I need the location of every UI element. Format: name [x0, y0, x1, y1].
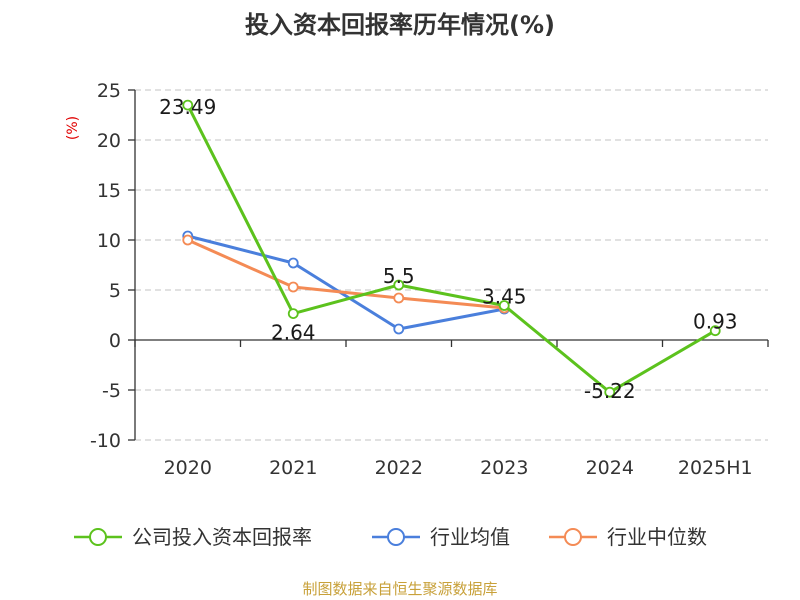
data-point: [287, 257, 299, 269]
x-tick-label-2021: 2021: [269, 457, 317, 479]
data-point: [182, 99, 194, 111]
data-point: [287, 281, 299, 293]
data-label-2021: 2.64: [271, 321, 316, 345]
series-line-0: [186, 103, 717, 394]
data-point: [393, 323, 405, 335]
y-tick-label: 25: [97, 80, 121, 102]
source-note: 制图数据来自恒生聚源数据库: [302, 580, 497, 598]
x-tick-label-2023: 2023: [480, 457, 528, 479]
legend-label: 行业中位数: [607, 525, 707, 549]
legend: 公司投入资本回报率 行业均值 行业中位数: [74, 525, 707, 549]
y-axis-unit-label: (%): [65, 116, 81, 140]
series-lines: [182, 99, 721, 398]
y-tick-label: 5: [109, 280, 121, 302]
data-labels: 23.49 2.64 5.5 3.45 -5.22 0.93: [159, 95, 737, 403]
data-point: [182, 234, 194, 246]
legend-marker: [564, 528, 582, 546]
axes: 25 20 15 10 5 0 -5 -10 2020 2021 2022 2023 2024 2025H…: [90, 80, 769, 479]
chart-title: 投入资本回报率历年情况(%): [245, 11, 555, 39]
data-label-2023: 3.45: [482, 285, 527, 309]
x-tick-label-2022: 2022: [375, 457, 423, 479]
y-tick-label: 10: [97, 230, 121, 252]
legend-label: 公司投入资本回报率: [132, 525, 312, 549]
y-tick-label: 15: [97, 180, 121, 202]
data-label-2025H1: 0.93: [693, 310, 738, 334]
y-tick-label: 20: [97, 130, 121, 152]
data-point: [604, 386, 616, 398]
x-tick-label-2024: 2024: [586, 457, 634, 479]
data-point: [393, 279, 405, 291]
legend-marker: [89, 528, 107, 546]
y-tick-label: -10: [90, 430, 121, 452]
legend-marker: [387, 528, 405, 546]
data-label-2022: 5.5: [383, 264, 415, 288]
series-line-1: [186, 234, 506, 331]
y-tick-label: -5: [102, 380, 121, 402]
data-point: [287, 308, 299, 320]
data-label-2020: 23.49: [159, 95, 216, 119]
data-point: [393, 292, 405, 304]
data-point: [498, 300, 510, 311]
series-line-2: [186, 238, 506, 310]
legend-label: 行业均值: [430, 525, 510, 549]
gridlines: [135, 89, 768, 441]
x-tick-label-2020: 2020: [164, 457, 212, 479]
data-point: [709, 325, 721, 337]
x-tick-label-2025H1: 2025H1: [678, 457, 753, 479]
y-tick-label: 0: [109, 330, 121, 352]
data-label-2024: -5.22: [584, 379, 636, 403]
